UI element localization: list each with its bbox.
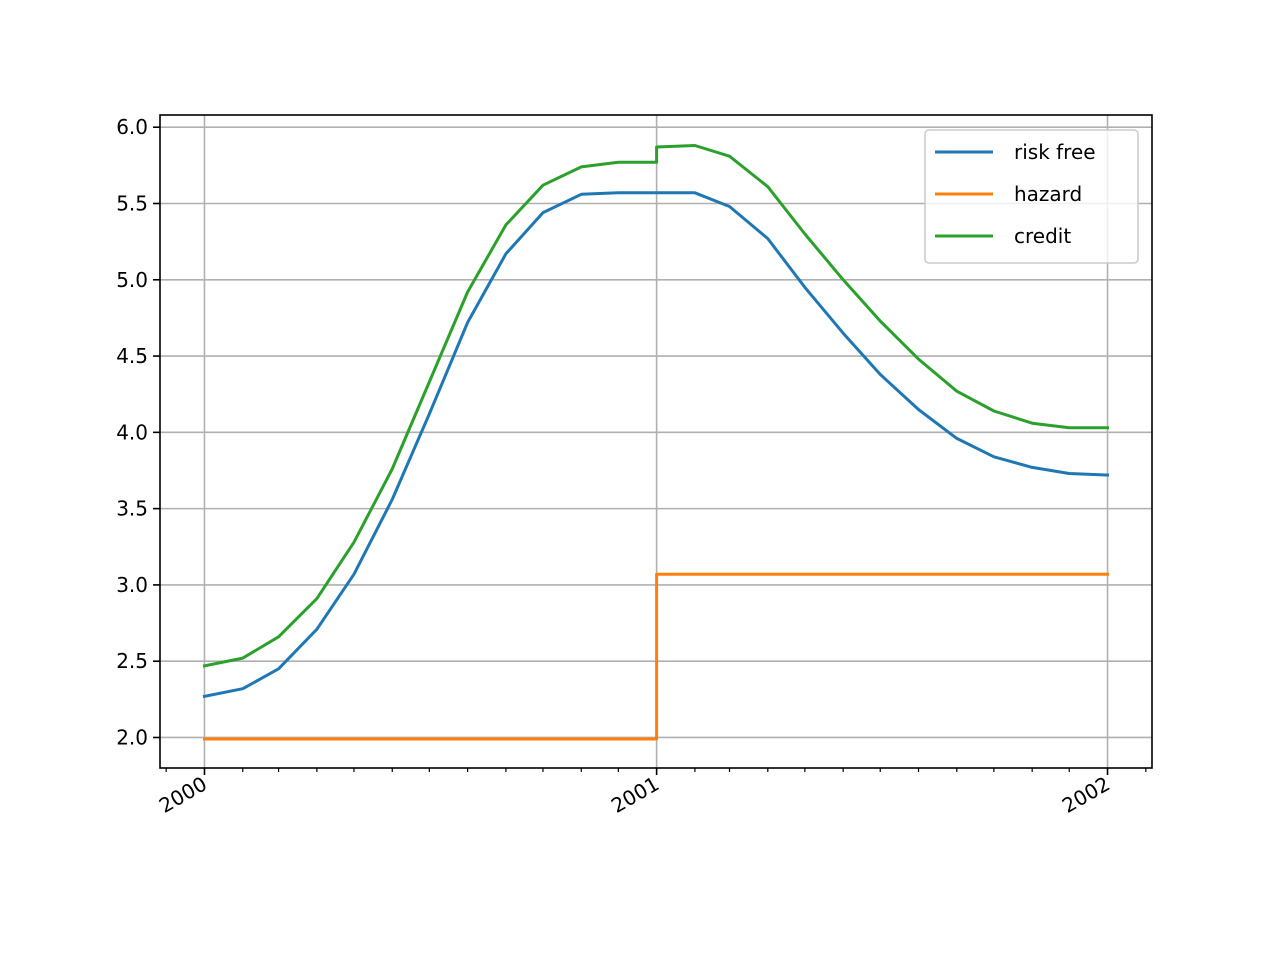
series-line-hazard [203, 572, 1109, 741]
y-tick-label: 3.0 [116, 573, 148, 597]
legend-label-hazard: hazard [1014, 182, 1082, 206]
series-line-risk-free [202, 191, 1110, 699]
y-tick-label: 5.5 [116, 191, 148, 215]
y-tick-label: 4.5 [116, 344, 148, 368]
legend-label-risk-free: risk free [1014, 140, 1096, 164]
y-tick-label: 2.5 [116, 649, 148, 673]
y-tick-label: 5.0 [116, 268, 148, 292]
y-tick-label: 2.0 [116, 725, 148, 749]
series-lines [202, 144, 1110, 741]
series-line-credit [202, 144, 1109, 668]
y-tick-label: 3.5 [116, 497, 148, 521]
legend-box [924, 129, 1139, 264]
y-tick-label: 6.0 [116, 115, 148, 139]
legend-label-credit: credit [1014, 224, 1071, 248]
y-tick-label: 4.0 [116, 420, 148, 444]
legend: risk free hazard credit [924, 129, 1139, 264]
